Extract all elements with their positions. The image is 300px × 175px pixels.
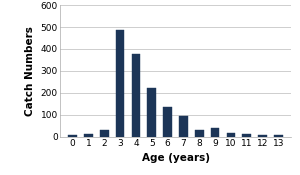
Y-axis label: Catch Numbers: Catch Numbers [25,26,35,116]
Bar [147,88,156,136]
Bar [179,116,188,136]
Bar [116,30,124,136]
Bar [195,130,204,136]
Bar [226,133,235,136]
Bar [258,135,267,136]
X-axis label: Age (years): Age (years) [142,153,209,163]
Bar [211,128,219,136]
Bar [100,130,109,136]
Bar [84,134,93,136]
Bar [132,54,140,136]
Bar [68,135,77,137]
Bar [274,135,283,137]
Bar [163,107,172,136]
Bar [242,134,251,136]
